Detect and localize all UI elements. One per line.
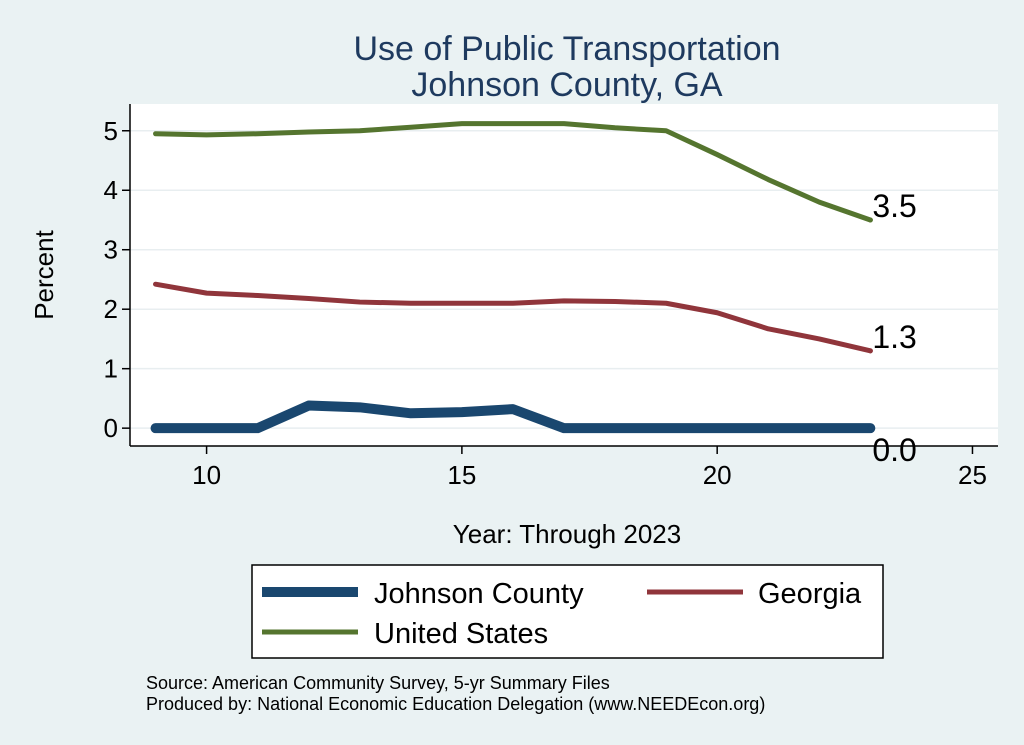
chart-title: Use of Public Transportation: [353, 30, 780, 68]
end-labels: 0.0 1.3 3.5: [867, 188, 917, 468]
end-point-marker: [867, 348, 873, 354]
x-axis-label: Year: Through 2023: [453, 519, 681, 549]
series-line-johnson-county: [150, 400, 876, 434]
legend-label-georgia: Georgia: [758, 578, 862, 610]
producer-note: Produced by: National Economic Education…: [146, 694, 765, 714]
chart-subtitle: Johnson County, GA: [411, 66, 723, 104]
y-tick-label: 0: [104, 413, 118, 443]
axes: 0 1 2 3 4 5 10 15 20 25: [104, 104, 998, 490]
y-tick-label: 1: [104, 354, 118, 384]
end-point-marker: [867, 425, 873, 431]
y-tick-label: 3: [104, 235, 118, 265]
x-tick-label: 10: [192, 460, 221, 490]
legend: Johnson County Georgia United States: [251, 564, 884, 659]
series-lines: [150, 121, 876, 434]
end-value-label: 0.0: [872, 432, 916, 468]
legend-label-united-states: United States: [374, 618, 548, 650]
x-tick-label: 15: [447, 460, 476, 490]
source-note: Source: American Community Survey, 5-yr …: [146, 673, 610, 693]
y-tick-label: 4: [104, 175, 118, 205]
series-line-georgia: [153, 281, 873, 354]
y-axis-label: Percent: [29, 229, 59, 319]
x-tick-label: 25: [958, 460, 987, 490]
end-point-marker: [867, 217, 873, 223]
series-line-united-states: [153, 121, 873, 223]
y-tick-label: 5: [104, 116, 118, 146]
end-value-label: 3.5: [872, 188, 916, 224]
legend-label-johnson-county: Johnson County: [374, 578, 584, 610]
legend-box: [251, 564, 884, 659]
end-value-label: 1.3: [872, 319, 916, 355]
y-tick-label: 2: [104, 294, 118, 324]
x-tick-label: 20: [703, 460, 732, 490]
plot-area: [130, 104, 998, 446]
